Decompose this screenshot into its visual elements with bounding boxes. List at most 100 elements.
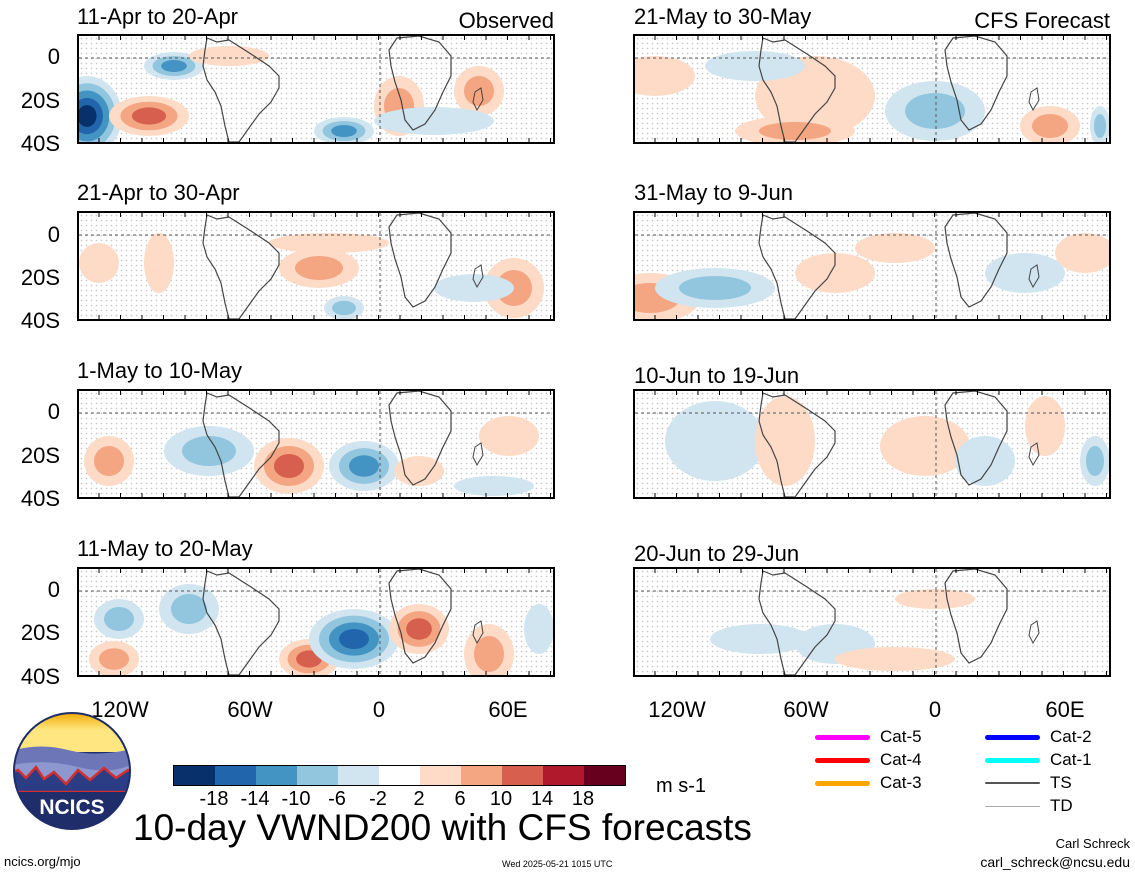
anomaly-map-2 <box>79 213 553 319</box>
legend-swatch <box>985 782 1040 784</box>
colorbar-units: m s-1 <box>656 775 706 797</box>
x-tick-120w: 120W <box>91 697 149 722</box>
anomaly-contour <box>131 107 167 125</box>
x-tick-0: 0 <box>928 697 942 722</box>
footer-timestamp: Wed 2025-05-21 1015 UTC <box>502 859 613 869</box>
legend-cat2: Cat-2 <box>985 727 1092 747</box>
africa-outline <box>388 569 452 664</box>
anomaly-contour <box>895 589 975 609</box>
south-america-outline <box>758 392 836 497</box>
colorbar-label: 10 <box>489 788 513 810</box>
anomaly-contour <box>161 60 187 72</box>
anomaly-contour <box>189 46 269 66</box>
panel-tag-cfs-forecast: CFS Forecast <box>974 8 1110 33</box>
anomaly-contour <box>406 618 432 640</box>
anomaly-contour <box>94 446 124 476</box>
anomaly-contour <box>339 629 369 649</box>
colorbar-swatch <box>543 766 584 785</box>
map-panel-1 <box>77 34 555 144</box>
panel-title-7: 10-Jun to 19-Jun <box>634 363 800 388</box>
x-tick-60w: 60W <box>227 697 273 722</box>
colorbar-swatch <box>256 766 297 785</box>
colorbar-swatch <box>297 766 338 785</box>
y-tick-40s: 40S <box>20 486 60 511</box>
madagascar-outline <box>472 264 484 289</box>
panel-title-6: 31-May to 9-Jun <box>634 180 793 205</box>
colorbar-label: 18 <box>571 788 595 810</box>
madagascar-outline <box>1028 442 1040 467</box>
south-america-outline <box>202 214 280 319</box>
anomaly-contour <box>955 436 1015 486</box>
x-tick-60e: 60E <box>1045 697 1085 722</box>
x-tick-0: 0 <box>372 697 386 722</box>
colorbar-swatch <box>502 766 543 785</box>
map-panel-7 <box>633 389 1111 499</box>
colorbar-swatch <box>174 766 215 785</box>
anomaly-contour <box>296 650 322 668</box>
y-tick-0: 0 <box>47 44 60 69</box>
map-panel-3 <box>77 389 555 499</box>
madagascar-outline <box>1028 87 1040 112</box>
colorbar-swatch <box>338 766 379 785</box>
anomaly-contour <box>479 416 539 456</box>
anomaly-contour <box>635 56 695 96</box>
ncics-logo: NCICS <box>13 712 131 830</box>
footer-url: ncics.org/mjo <box>4 854 81 869</box>
panel-title-8: 20-Jun to 29-Jun <box>634 541 800 566</box>
south-america-outline <box>202 392 280 497</box>
anomaly-map-8 <box>635 569 1109 675</box>
madagascar-outline <box>1028 620 1040 645</box>
madagascar-outline <box>472 87 484 112</box>
anomaly-contour <box>710 624 810 654</box>
colorbar-label: -18 <box>199 788 229 810</box>
y-tick-20s: 20S <box>20 620 60 645</box>
south-america-outline <box>758 214 836 319</box>
anomaly-map-6 <box>635 213 1109 319</box>
legend-label: Cat-2 <box>1050 727 1092 746</box>
panel-title-1: 11-Apr to 20-Apr <box>77 4 239 29</box>
anomaly-contour <box>79 243 119 283</box>
anomaly-contour <box>332 300 356 316</box>
colorbar-label: -14 <box>240 788 270 810</box>
legend-swatch <box>815 780 870 786</box>
south-america-outline <box>202 570 280 675</box>
y-tick-0: 0 <box>47 577 60 602</box>
anomaly-contour <box>349 455 379 477</box>
y-tick-0: 0 <box>47 399 60 424</box>
colorbar <box>173 765 626 786</box>
anomaly-contour <box>905 93 965 129</box>
map-panel-2 <box>77 211 555 321</box>
anomaly-contour <box>1094 114 1106 138</box>
madagascar-outline <box>1028 264 1040 289</box>
colorbar-swatch <box>584 766 625 785</box>
colorbar-label: -2 <box>369 788 387 810</box>
anomaly-contour <box>795 253 875 293</box>
anomaly-contour <box>99 648 129 670</box>
main-title: 10-day VWND200 with CFS forecasts <box>133 807 752 848</box>
anomaly-contour <box>1032 114 1068 138</box>
colorbar-swatch <box>215 766 256 785</box>
legend-cat4: Cat-4 <box>815 750 922 770</box>
africa-outline <box>944 36 1008 131</box>
anomaly-contour <box>679 276 751 300</box>
anomaly-map-3 <box>79 391 553 497</box>
y-tick-20s: 20S <box>20 88 60 113</box>
anomaly-contour <box>855 233 935 263</box>
y-tick-40s: 40S <box>20 664 60 689</box>
map-panel-6 <box>633 211 1111 321</box>
panel-title-5: 21-May to 30-May <box>634 4 812 29</box>
map-panel-5 <box>633 34 1111 144</box>
anomaly-contour <box>464 76 494 106</box>
anomaly-contour <box>1086 446 1104 476</box>
colorbar-swatch <box>420 766 461 785</box>
south-america-outline <box>202 37 280 142</box>
legend-swatch <box>815 734 870 740</box>
x-tick-120w: 120W <box>648 697 706 722</box>
africa-outline <box>944 391 1008 486</box>
anomaly-contour <box>1025 396 1065 456</box>
panel-title-3: 1-May to 10-May <box>77 358 243 383</box>
legend-swatch <box>815 757 870 763</box>
anomaly-contour <box>434 274 514 302</box>
anomaly-map-4 <box>79 569 553 675</box>
anomaly-map-1 <box>79 36 553 142</box>
